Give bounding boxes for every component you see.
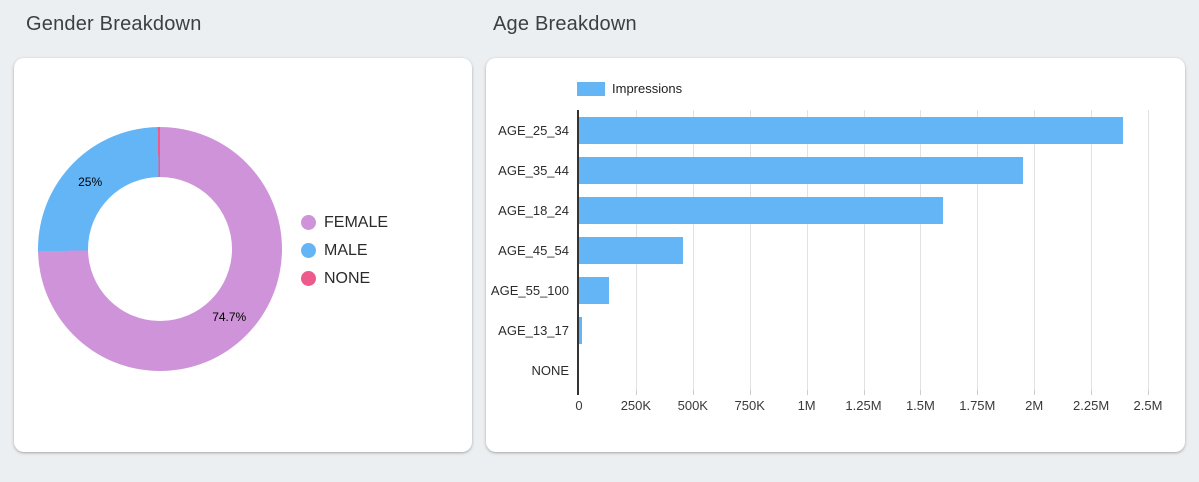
y-axis-category-label: AGE_45_54 [498, 242, 569, 258]
y-axis-category-label: NONE [531, 362, 569, 378]
x-gridline [692, 110, 694, 390]
gender-legend-item-none[interactable]: NONE [301, 268, 388, 289]
legend-label: FEMALE [324, 213, 389, 231]
impressions-bar [579, 116, 1123, 144]
legend-swatch [301, 215, 316, 230]
x-axis-tick [977, 390, 979, 395]
x-axis-tick [806, 390, 808, 395]
donut-hole [88, 177, 232, 321]
donut-slice-label: 74.7% [212, 309, 247, 324]
y-axis-category-label: AGE_35_44 [498, 162, 569, 178]
impressions-bar [579, 316, 583, 344]
y-axis-category-label: AGE_18_24 [498, 202, 569, 218]
legend-swatch [301, 243, 316, 258]
gender-chart-title: Gender Breakdown [26, 13, 202, 35]
gender-legend-item-male[interactable]: MALE [301, 240, 388, 261]
age-chart-title: Age Breakdown [493, 13, 637, 35]
x-axis-tick [635, 390, 637, 395]
x-axis-tick [1091, 390, 1093, 395]
x-axis-tick-label: 1.75M [959, 398, 996, 413]
impressions-bar [579, 276, 610, 304]
gender-legend-item-female[interactable]: FEMALE [301, 212, 388, 233]
x-axis-tick-label: 500K [677, 398, 708, 413]
bar-row-age_45_54: AGE_45_54 [498, 230, 1148, 270]
x-gridline [806, 110, 808, 390]
legend-swatch [301, 271, 316, 286]
x-axis-tick-label: 1.25M [845, 398, 882, 413]
x-axis-tick-label: 250K [620, 398, 652, 413]
x-axis-tick [1034, 390, 1036, 395]
impressions-bar [579, 236, 683, 264]
x-axis-tick-label: 0 [575, 398, 583, 413]
x-axis-tick-label: 2.25M [1073, 398, 1110, 413]
x-axis-tick [577, 390, 579, 395]
y-axis-category-label: AGE_25_34 [498, 122, 569, 138]
x-gridline [749, 110, 751, 390]
x-axis-tick-label: 1.5M [905, 398, 935, 413]
bar-row-age_35_44: AGE_35_44 [498, 150, 1148, 190]
x-axis-tick [863, 390, 865, 395]
x-gridline [920, 110, 922, 390]
x-axis-tick-label: 2.5M [1133, 398, 1163, 413]
impressions-bar [579, 196, 944, 224]
gender-donut-chart: 74.7% 25% [38, 127, 282, 371]
x-axis-tick-label: 1M [797, 398, 816, 413]
x-gridline [1091, 110, 1093, 390]
y-axis-category-label: AGE_13_17 [498, 322, 569, 338]
gender-breakdown-card: 74.7% 25% FEMALE MALE NONE [14, 58, 472, 452]
impressions-bar [579, 156, 1023, 184]
impressions-legend-label: Impressions [612, 81, 683, 96]
legend-label: MALE [324, 241, 368, 259]
age-bar-chart: 0 250K 500K 750K 1M 1.25M 1.5M 1.75M 2M 2.25M 2.5M… [491, 110, 1162, 413]
bar-row-age_18_24: AGE_18_24 [498, 190, 1148, 230]
x-axis-tick-label: 750K [734, 398, 765, 413]
x-gridline [977, 110, 979, 390]
impressions-legend-swatch [577, 81, 605, 96]
x-axis-tick [920, 390, 922, 395]
x-gridline [1034, 110, 1036, 390]
bar-row-none: NONE [531, 350, 1148, 390]
age-legend[interactable]: Impressions [577, 81, 682, 96]
x-axis-tick-label: 2M [1025, 398, 1044, 413]
bar-row-age_55_100: AGE_55_100 [491, 270, 1148, 310]
x-axis-tick [692, 390, 694, 395]
legend-label: NONE [324, 269, 371, 287]
x-axis-tick [749, 390, 751, 395]
bar-row-age_13_17: AGE_13_17 [498, 310, 1148, 350]
donut-slice-label: 25% [78, 174, 103, 189]
x-axis-tick [1148, 390, 1149, 395]
gender-legend: FEMALE MALE NONE [301, 212, 388, 289]
y-axis-category-label: AGE_55_100 [490, 282, 569, 298]
x-gridline [1148, 110, 1149, 390]
x-gridline [863, 110, 865, 390]
bar-row-age_25_34: AGE_25_34 [498, 110, 1148, 150]
age-breakdown-card: Impressions 0 250K 500K 750K 1M 1.25M 1.5M 1.75… [486, 58, 1185, 452]
